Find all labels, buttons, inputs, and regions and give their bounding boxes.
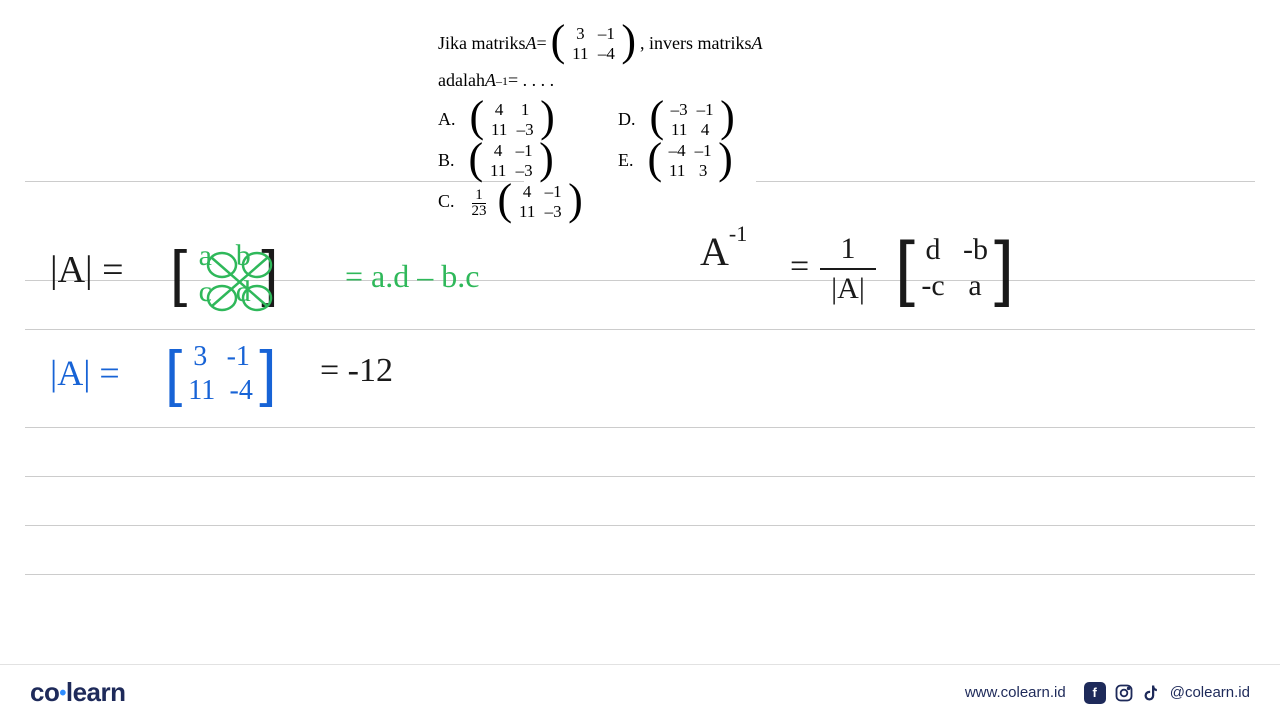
cell: d (231, 274, 255, 310)
cell: 3 (188, 340, 212, 374)
option-E: E. ( –4–1 113 ) (618, 141, 778, 180)
facebook-icon[interactable]: f (1084, 682, 1106, 704)
text: = . . . . (508, 67, 554, 94)
cell: a (193, 238, 217, 274)
ruled-line (25, 476, 1255, 477)
cell: 11 (486, 120, 512, 140)
cell: -4 (229, 374, 253, 408)
option-letter: A. (438, 106, 456, 133)
fraction-den: |A| (831, 270, 865, 306)
cell: -1 (226, 340, 250, 374)
cell: 11 (664, 161, 690, 181)
cell: 4 (486, 100, 512, 120)
fraction-num: 1 (472, 188, 486, 205)
cell: -b (963, 232, 988, 268)
cell: 1 (512, 100, 538, 120)
handwrite-fraction: 1 |A| (820, 232, 876, 306)
handwrite-equals: = (790, 248, 809, 286)
option-D: D. ( –3–1 114 ) (618, 100, 778, 139)
ruled-line (25, 329, 1255, 330)
option-A: A. ( 41 11–3 ) (438, 100, 618, 139)
cell: 11 (666, 120, 692, 140)
instagram-icon[interactable] (1114, 683, 1134, 703)
option-letter: B. (438, 147, 455, 174)
ruled-line (756, 181, 1255, 182)
social-icons: f @colearn.id (1084, 682, 1250, 704)
text: , invers matriks (640, 30, 751, 57)
matrix-cells: 3–1 11–4 (567, 24, 619, 63)
ruled-line (25, 525, 1255, 526)
paren-right: ) (621, 28, 636, 54)
cell: 4 (485, 141, 511, 161)
handwrite-detA-label: |A| = (50, 248, 124, 292)
option-letter: C. (438, 188, 455, 215)
text: Jika matriks (438, 30, 526, 57)
social-handle[interactable]: @colearn.id (1170, 684, 1250, 701)
cell: –1 (540, 182, 566, 202)
footer: co•learn www.colearn.id f @colearn.id (0, 664, 1280, 720)
option-C: C. 1 23 ( 4–1 11–3 ) (438, 182, 778, 221)
text: A (700, 229, 729, 274)
exponent: –1 (496, 72, 508, 90)
cell: 3 (567, 24, 593, 44)
footer-right: www.colearn.id f @colearn.id (965, 682, 1250, 704)
variable-A: A (526, 30, 537, 57)
ruled-line (25, 427, 1255, 428)
cell: 11 (514, 202, 540, 222)
exponent: -1 (729, 221, 747, 246)
handwrite-matrix-abcd: [ ab cd ] (170, 238, 278, 310)
problem-line-2: adalah A –1 = . . . . (438, 67, 818, 94)
ruled-line (25, 574, 1255, 575)
fraction-den: 23 (469, 204, 490, 220)
cell: –4 (593, 44, 619, 64)
handwrite-matrix-values: [ 3-1 11-4 ] (165, 340, 276, 407)
cell: –1 (593, 24, 619, 44)
brand-text: co (30, 677, 59, 707)
cell: c (193, 274, 217, 310)
cell: –1 (690, 141, 716, 161)
handwrite-detA-label-2: |A| = (50, 352, 120, 394)
cell: –3 (666, 100, 692, 120)
cell: –1 (692, 100, 718, 120)
handwrite-result: = -12 (320, 352, 393, 390)
paren-left: ( (551, 28, 566, 54)
handwrite-formula: = a.d – b.c (345, 258, 479, 295)
cell: 11 (567, 44, 593, 64)
matrix-A: ( 3–1 11–4 ) (551, 24, 636, 63)
footer-url[interactable]: www.colearn.id (965, 684, 1066, 701)
handwrite-matrix-inverse: [ d-b -ca ] (895, 232, 1014, 304)
cell: 11 (188, 374, 215, 408)
option-B: B. ( 4–1 11–3 ) (438, 141, 618, 180)
options-grid: A. ( 41 11–3 ) D. ( –3–1 114 ) B. ( 4–1 … (438, 100, 818, 221)
text: adalah (438, 67, 485, 94)
cell: –3 (512, 120, 538, 140)
option-letter: E. (618, 147, 634, 174)
fraction: 1 23 (469, 188, 490, 221)
cell: –3 (540, 202, 566, 222)
fraction-num: 1 (835, 232, 862, 266)
cell: a (963, 268, 987, 304)
handwrite-A-inverse: A-1 (700, 228, 747, 275)
cell: –1 (511, 141, 537, 161)
brand-text: learn (66, 677, 126, 707)
cell: 3 (690, 161, 716, 181)
cell: b (231, 238, 255, 274)
cell: -c (921, 268, 945, 304)
text: = (537, 30, 547, 57)
tiktok-icon[interactable] (1142, 683, 1162, 703)
cell: d (921, 232, 945, 268)
option-letter: D. (618, 106, 636, 133)
cell: 4 (692, 120, 718, 140)
variable-A: A (751, 30, 762, 57)
cell: 4 (514, 182, 540, 202)
cell: –3 (511, 161, 537, 181)
brand-logo: co•learn (30, 677, 126, 708)
problem-block: Jika matriks A = ( 3–1 11–4 ) , invers m… (438, 24, 818, 221)
variable-A: A (485, 67, 496, 94)
problem-line-1: Jika matriks A = ( 3–1 11–4 ) , invers m… (438, 24, 818, 63)
cell: –4 (664, 141, 690, 161)
